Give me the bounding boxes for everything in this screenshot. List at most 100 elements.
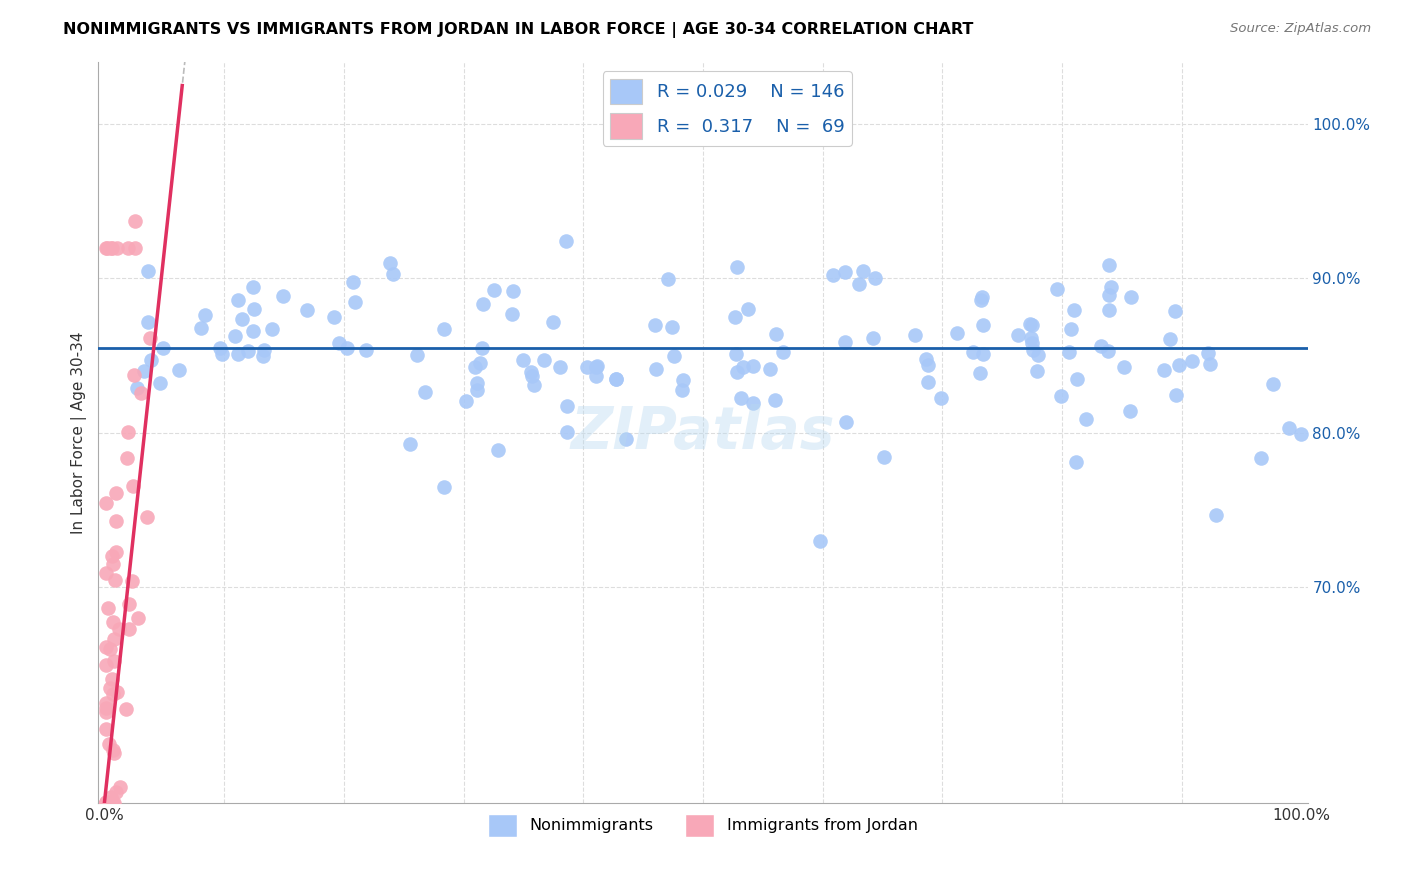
Point — [671, 383, 693, 397]
Point — [969, 366, 991, 380]
Point — [101, 743, 124, 757]
Point — [121, 574, 143, 589]
Point — [1026, 364, 1049, 378]
Point — [94, 796, 117, 810]
Point — [835, 415, 858, 429]
Point — [548, 360, 571, 375]
Point — [586, 359, 609, 374]
Point — [124, 240, 146, 255]
Point — [1250, 451, 1272, 466]
Point — [136, 315, 159, 329]
Point — [1097, 343, 1119, 358]
Point — [468, 356, 491, 370]
Point — [118, 598, 141, 612]
Point — [94, 796, 117, 810]
Point — [657, 271, 679, 285]
Point — [863, 271, 886, 285]
Point — [730, 392, 752, 406]
Point — [328, 336, 350, 351]
Point — [103, 746, 125, 760]
Point — [834, 335, 856, 350]
Point — [96, 796, 118, 810]
Point — [644, 318, 666, 332]
Point — [962, 345, 984, 359]
Point — [96, 240, 118, 255]
Point — [772, 344, 794, 359]
Point — [1057, 345, 1080, 359]
Point — [742, 359, 765, 373]
Text: Source: ZipAtlas.com: Source: ZipAtlas.com — [1230, 22, 1371, 36]
Point — [945, 326, 967, 341]
Point — [97, 796, 120, 810]
Point — [821, 268, 844, 282]
Point — [1181, 354, 1204, 368]
Point — [725, 347, 748, 361]
Point — [533, 353, 555, 368]
Point — [117, 240, 139, 255]
Point — [252, 349, 274, 363]
Point — [139, 331, 162, 345]
Point — [1205, 508, 1227, 523]
Point — [167, 362, 190, 376]
Point — [105, 785, 128, 799]
Point — [108, 780, 131, 795]
Point — [114, 702, 136, 716]
Point — [105, 514, 128, 528]
Point — [97, 796, 120, 810]
Point — [585, 360, 607, 375]
Point — [141, 353, 163, 368]
Point — [94, 240, 117, 255]
Point — [472, 297, 495, 311]
Point — [100, 796, 122, 810]
Point — [101, 557, 124, 571]
Point — [209, 341, 232, 355]
Point — [105, 685, 128, 699]
Point — [1066, 372, 1088, 386]
Point — [228, 293, 250, 307]
Point — [465, 384, 488, 398]
Point — [520, 365, 543, 379]
Point — [1119, 290, 1142, 304]
Legend: Nonimmigrants, Immigrants from Jordan: Nonimmigrants, Immigrants from Jordan — [482, 807, 924, 843]
Point — [585, 369, 607, 384]
Point — [555, 425, 578, 439]
Point — [1076, 412, 1098, 426]
Point — [1007, 328, 1029, 343]
Point — [575, 359, 598, 374]
Point — [555, 234, 578, 248]
Point — [115, 450, 138, 465]
Point — [873, 450, 896, 465]
Point — [725, 365, 748, 379]
Point — [190, 320, 212, 334]
Point — [1289, 427, 1312, 442]
Point — [132, 364, 155, 378]
Point — [1046, 282, 1069, 296]
Point — [149, 376, 172, 391]
Point — [105, 486, 128, 500]
Point — [929, 391, 952, 405]
Point — [231, 312, 253, 326]
Point — [343, 294, 366, 309]
Point — [848, 277, 870, 292]
Point — [970, 293, 993, 307]
Point — [136, 509, 159, 524]
Point — [94, 701, 117, 715]
Point — [252, 343, 274, 357]
Point — [972, 318, 994, 333]
Point — [465, 376, 488, 390]
Point — [98, 796, 121, 810]
Point — [378, 256, 401, 270]
Point — [512, 352, 534, 367]
Point — [105, 240, 128, 255]
Point — [972, 347, 994, 361]
Point — [224, 328, 246, 343]
Point — [101, 240, 124, 255]
Point — [852, 263, 875, 277]
Point — [433, 480, 456, 494]
Point — [398, 437, 420, 451]
Point — [117, 425, 139, 439]
Point — [808, 533, 831, 548]
Point — [94, 796, 117, 810]
Point — [970, 290, 993, 304]
Point — [94, 496, 117, 510]
